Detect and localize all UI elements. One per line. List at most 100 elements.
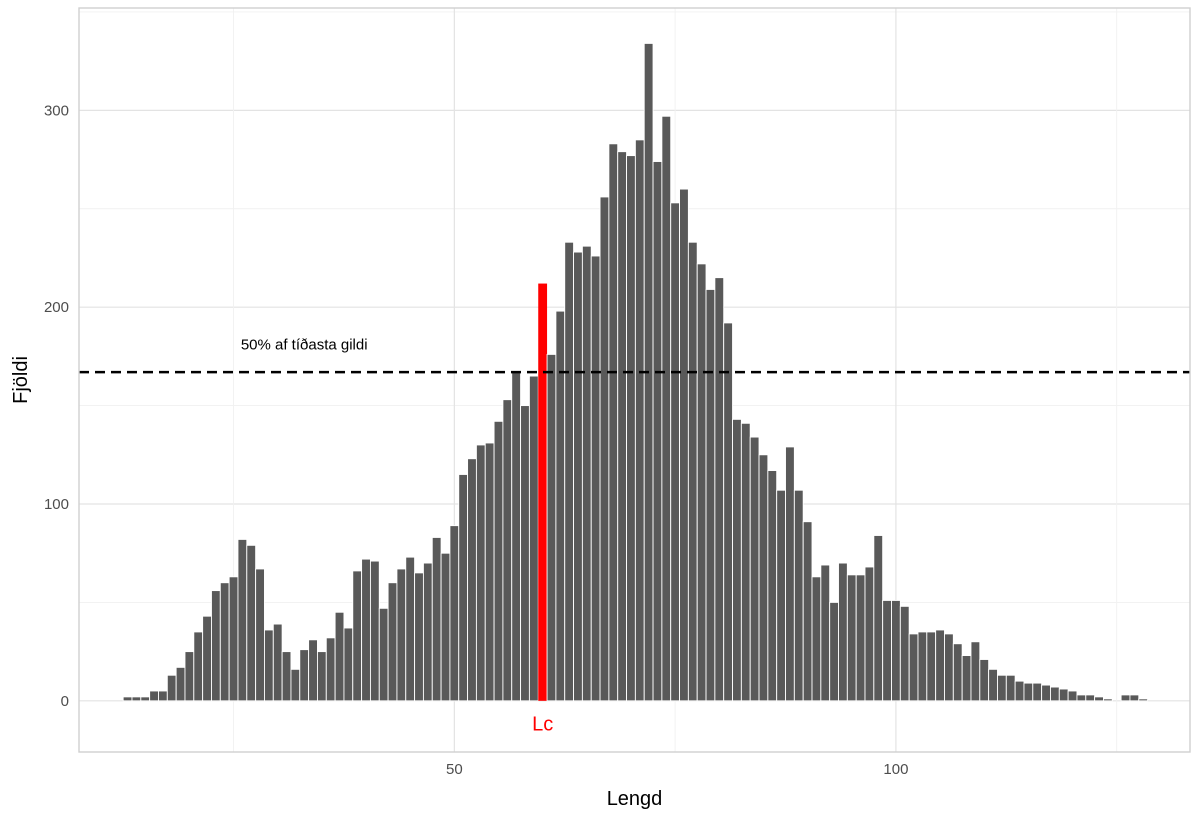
histogram-bar bbox=[634, 139, 645, 702]
x-tick-label: 100 bbox=[883, 761, 908, 778]
histogram-bar bbox=[255, 568, 265, 702]
histogram-bar bbox=[1094, 696, 1104, 702]
histogram-bar bbox=[281, 651, 292, 702]
histogram-bar bbox=[299, 649, 310, 702]
histogram-bar bbox=[829, 601, 839, 702]
histogram-bar bbox=[882, 599, 892, 702]
histogram-bar bbox=[334, 611, 345, 702]
histogram-bar bbox=[891, 599, 901, 702]
histogram-bar bbox=[219, 582, 230, 702]
y-axis-label: Fjöldi bbox=[10, 356, 32, 404]
histogram-bar bbox=[820, 564, 831, 702]
histogram-bar bbox=[988, 668, 998, 702]
histogram-bar bbox=[387, 582, 398, 702]
annotations: 50% af tíðasta gildi Lc bbox=[241, 337, 553, 736]
histogram-bar bbox=[484, 442, 495, 702]
histogram-bar bbox=[158, 690, 168, 702]
histogram-bar bbox=[458, 474, 469, 702]
histogram-bar bbox=[917, 631, 928, 702]
histogram-bar bbox=[378, 607, 389, 702]
histogram-bar bbox=[369, 560, 380, 702]
histogram-bar bbox=[997, 674, 1007, 702]
histogram-bar bbox=[546, 353, 557, 702]
histogram-bar bbox=[246, 544, 257, 702]
histogram-bar bbox=[687, 241, 698, 702]
histogram-bar bbox=[617, 151, 628, 702]
histogram-bar bbox=[1058, 688, 1069, 702]
histogram-bar bbox=[228, 576, 239, 702]
histogram-bar bbox=[361, 558, 371, 702]
histogram-bar bbox=[864, 566, 875, 702]
histogram-bar bbox=[944, 633, 954, 702]
histogram-bar bbox=[325, 637, 336, 702]
histogram-bar bbox=[1085, 694, 1096, 702]
y-tick-label: 100 bbox=[44, 496, 69, 513]
histogram-bar bbox=[1023, 682, 1034, 702]
histogram-bar bbox=[670, 202, 680, 702]
histogram-bar bbox=[511, 371, 522, 702]
y-tick-labels: 0 100 200 300 bbox=[44, 102, 69, 709]
histogram-bar bbox=[422, 562, 433, 702]
bars bbox=[122, 42, 1149, 702]
histogram-bar bbox=[581, 245, 592, 702]
histogram-bar bbox=[1138, 698, 1149, 702]
histogram-bar bbox=[555, 310, 566, 702]
histogram-bar bbox=[723, 322, 733, 702]
histogram-bar bbox=[1103, 698, 1113, 702]
histogram-bar bbox=[661, 115, 672, 702]
histogram-bar bbox=[352, 570, 363, 702]
histogram-bar bbox=[785, 446, 795, 702]
histogram-bar bbox=[528, 375, 539, 702]
histogram-bar bbox=[979, 659, 990, 702]
lc-label: Lc bbox=[532, 713, 553, 735]
histogram-bar bbox=[211, 590, 221, 702]
histogram-bar bbox=[431, 537, 442, 702]
histogram-bar bbox=[1120, 694, 1131, 702]
histogram-bar bbox=[237, 538, 248, 702]
histogram-bar bbox=[961, 655, 972, 702]
histogram-bar bbox=[696, 263, 707, 702]
histogram-bar bbox=[590, 255, 601, 702]
histogram-bar bbox=[449, 525, 460, 702]
highlight-bar bbox=[538, 283, 548, 701]
histogram-bar bbox=[970, 641, 981, 702]
histogram-bar bbox=[793, 489, 804, 702]
histogram-bar bbox=[599, 196, 610, 702]
histogram-bar bbox=[140, 696, 151, 702]
histogram-bar bbox=[166, 674, 177, 702]
histogram-bar bbox=[405, 556, 416, 702]
histogram-bar bbox=[749, 436, 760, 702]
histogram-bar bbox=[838, 562, 848, 702]
panel-border bbox=[78, 7, 1191, 753]
histogram-bar bbox=[564, 241, 575, 702]
histogram-bar bbox=[767, 470, 778, 702]
histogram-bar bbox=[290, 668, 301, 702]
histogram-bar bbox=[935, 629, 945, 702]
histogram-bar bbox=[122, 696, 133, 702]
half-max-annotation: 50% af tíðasta gildi bbox=[241, 337, 368, 354]
histogram-bar bbox=[467, 458, 477, 702]
histogram-bar bbox=[1129, 694, 1140, 702]
histogram-bar bbox=[802, 521, 813, 702]
histogram-bar bbox=[573, 251, 583, 702]
histogram-bar bbox=[272, 623, 283, 702]
histogram-bar bbox=[131, 696, 142, 702]
x-tick-labels: 50 100 bbox=[446, 761, 908, 778]
histogram-bar bbox=[846, 574, 857, 702]
y-tick-label: 300 bbox=[44, 102, 69, 119]
histogram-bar bbox=[740, 422, 751, 702]
histogram-bar bbox=[343, 627, 354, 702]
histogram-bar bbox=[908, 633, 919, 702]
histogram-bar bbox=[1067, 690, 1078, 702]
histogram-bar bbox=[705, 289, 716, 702]
histogram-bar bbox=[1005, 674, 1016, 702]
histogram-bar bbox=[758, 454, 769, 702]
histogram-bar bbox=[1014, 680, 1025, 702]
histogram-bar bbox=[175, 666, 186, 702]
histogram-bar bbox=[202, 615, 212, 702]
histogram-bar bbox=[475, 444, 486, 702]
histogram-bar bbox=[308, 639, 318, 702]
histogram-bar bbox=[149, 690, 159, 702]
histogram-bar bbox=[1050, 686, 1060, 702]
